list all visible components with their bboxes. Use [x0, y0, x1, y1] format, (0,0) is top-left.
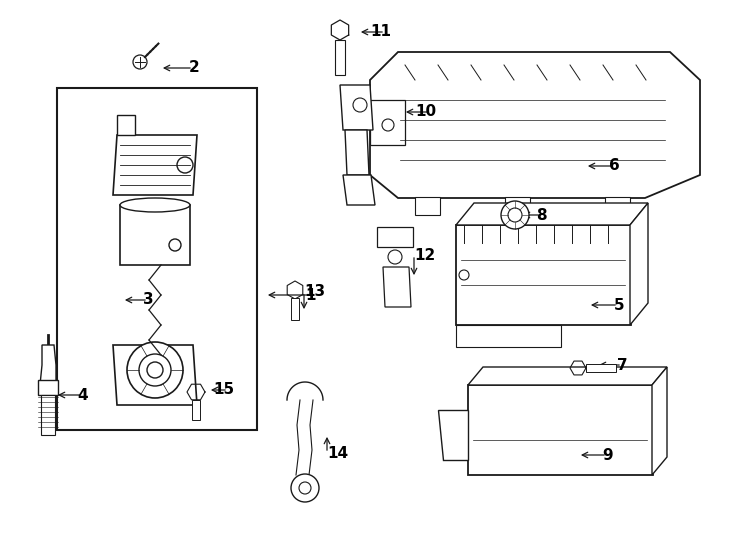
Text: 2: 2	[188, 60, 199, 76]
Ellipse shape	[120, 198, 190, 212]
Bar	[505, 197, 530, 215]
Polygon shape	[630, 203, 648, 325]
Circle shape	[133, 55, 147, 69]
Text: 1: 1	[305, 287, 316, 302]
Bar	[291, 298, 299, 320]
Polygon shape	[345, 130, 369, 175]
Bar	[586, 364, 616, 372]
Circle shape	[353, 98, 367, 112]
Circle shape	[501, 201, 529, 229]
Polygon shape	[343, 175, 375, 205]
Text: 9: 9	[603, 448, 613, 462]
Text: 4: 4	[77, 388, 88, 402]
Circle shape	[299, 482, 311, 494]
Polygon shape	[438, 410, 468, 460]
Polygon shape	[40, 345, 56, 385]
Text: 14: 14	[327, 446, 348, 461]
Circle shape	[169, 239, 181, 251]
Polygon shape	[383, 267, 411, 307]
Bar	[192, 400, 200, 420]
Text: 5: 5	[614, 298, 624, 313]
Circle shape	[139, 354, 171, 386]
Circle shape	[459, 270, 469, 280]
Text: 10: 10	[415, 105, 436, 119]
Bar	[335, 40, 345, 75]
Polygon shape	[456, 203, 648, 225]
Bar	[57, 88, 257, 430]
Polygon shape	[652, 367, 667, 475]
Text: 3: 3	[143, 293, 154, 307]
Polygon shape	[370, 52, 700, 198]
Text: 13: 13	[304, 285, 325, 300]
Polygon shape	[468, 367, 667, 385]
Circle shape	[127, 342, 183, 398]
Bar	[370, 100, 405, 145]
Text: 12: 12	[414, 247, 435, 262]
Circle shape	[382, 119, 394, 131]
Text: 6: 6	[609, 159, 620, 173]
Bar	[120, 205, 190, 265]
Polygon shape	[117, 115, 135, 135]
Circle shape	[177, 157, 193, 173]
Polygon shape	[113, 345, 197, 405]
Bar	[38, 380, 58, 395]
Circle shape	[147, 362, 163, 378]
Text: 15: 15	[213, 382, 234, 397]
Bar	[377, 227, 413, 247]
Circle shape	[291, 474, 319, 502]
Text: 11: 11	[370, 24, 391, 39]
Circle shape	[508, 208, 522, 222]
Text: 8: 8	[537, 207, 547, 222]
Polygon shape	[113, 135, 197, 195]
Bar	[415, 197, 440, 215]
Bar	[468, 385, 653, 475]
Bar	[41, 395, 55, 435]
Polygon shape	[340, 85, 373, 130]
Bar	[605, 197, 630, 215]
Bar	[456, 325, 561, 347]
Circle shape	[388, 250, 402, 264]
Text: 7: 7	[617, 357, 628, 373]
Bar	[456, 225, 631, 325]
